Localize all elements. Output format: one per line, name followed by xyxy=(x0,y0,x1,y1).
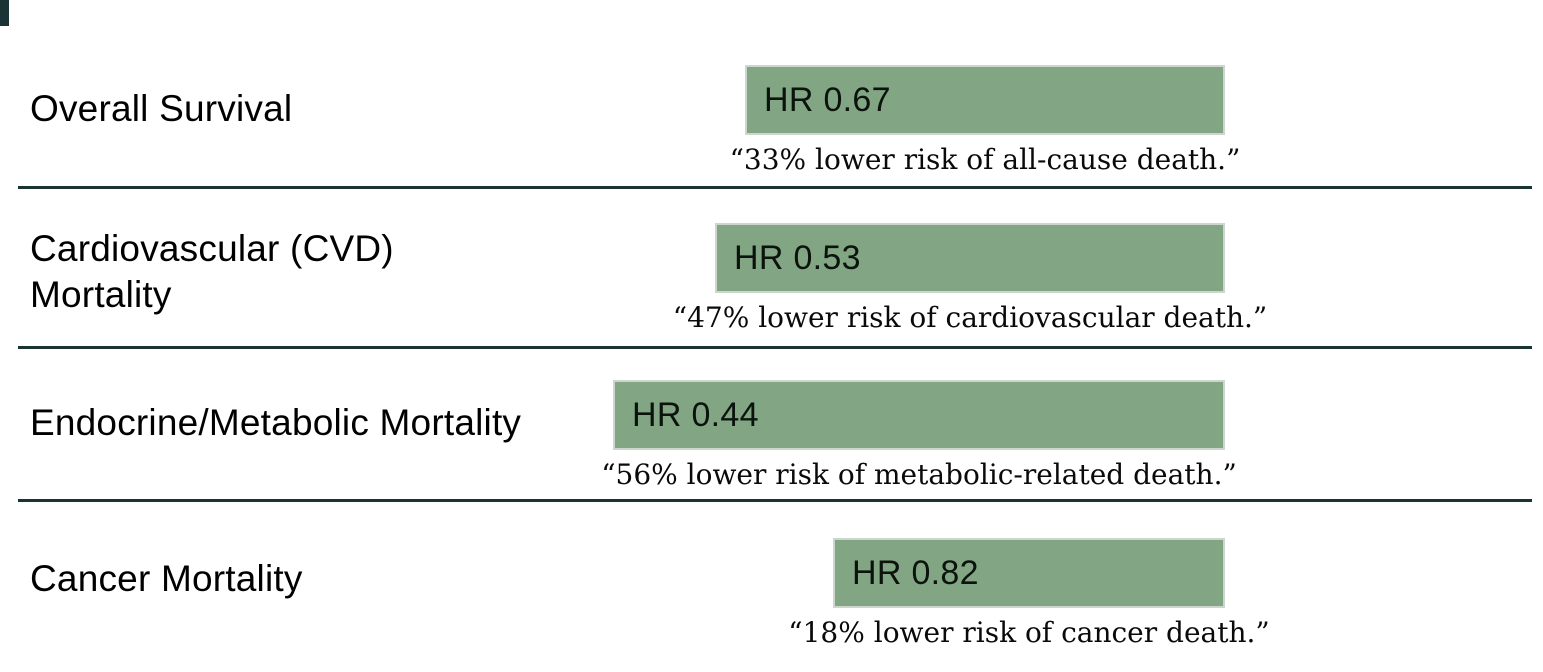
annotation-endocrine-metabolic-mortality: “56% lower risk of metabolic-related dea… xyxy=(601,458,1237,491)
hr-value-label: HR 0.82 xyxy=(852,553,979,592)
hr-value-label: HR 0.53 xyxy=(734,238,861,277)
hr-value-label: HR 0.67 xyxy=(764,80,891,119)
category-label-cancer-mortality: Cancer Mortality xyxy=(30,558,303,599)
hr-bar-endocrine-metabolic-mortality: HR 0.44 xyxy=(613,380,1225,450)
hr-bar-cancer-mortality: HR 0.82 xyxy=(833,538,1225,608)
annotation-overall-survival: “33% lower risk of all-cause death.” xyxy=(729,143,1241,176)
category-label-endocrine-metabolic-mortality: Endocrine/Metabolic Mortality xyxy=(30,402,522,443)
annotation-cvd-mortality: “47% lower risk of cardiovascular death.… xyxy=(672,301,1268,334)
hr-value-label: HR 0.44 xyxy=(632,395,759,434)
hr-bar-overall-survival: HR 0.67 xyxy=(745,65,1225,135)
row-divider xyxy=(18,499,1532,502)
corner-mark xyxy=(0,0,9,26)
category-label-cvd-mortality: Cardiovascular (CVD) Mortality xyxy=(30,228,394,315)
row-divider xyxy=(18,346,1532,349)
hr-bar-cvd-mortality: HR 0.53 xyxy=(715,223,1225,293)
row-divider xyxy=(18,186,1532,189)
category-label-overall-survival: Overall Survival xyxy=(30,88,293,129)
annotation-cancer-mortality: “18% lower risk of cancer death.” xyxy=(788,616,1270,649)
